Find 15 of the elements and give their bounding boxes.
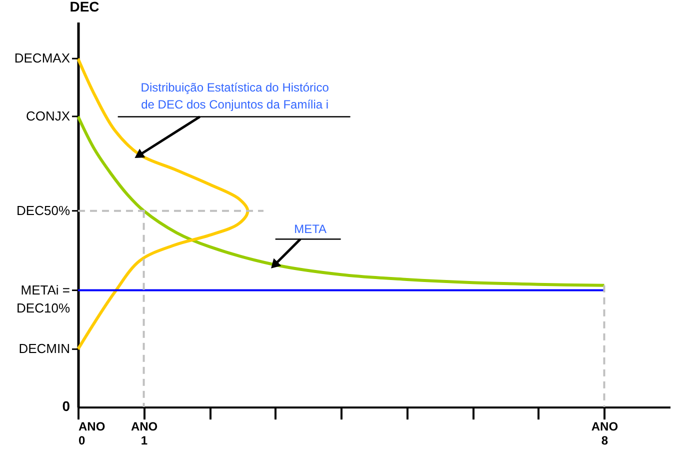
text: ANO xyxy=(130,420,158,434)
annotation: Distribuição Estatística do Histórico de DEC dos Conjuntos da Família i xyxy=(140,80,330,112)
x-tick-label: 8 xyxy=(601,434,608,448)
annotation: CONJX xyxy=(26,108,70,124)
x-tick-label: 1 xyxy=(140,434,148,448)
annotation: DEC50% xyxy=(16,202,70,218)
annotation: METAi = DEC10% xyxy=(16,282,70,316)
text: 0 xyxy=(62,398,70,414)
x-axis-title: ANO xyxy=(78,420,106,434)
annotation: META xyxy=(294,222,327,236)
x-tick-label: 0 xyxy=(78,434,86,448)
annotation: DECMAX xyxy=(14,50,70,66)
text: ANO xyxy=(591,420,618,434)
annotation: DECMIN xyxy=(18,341,70,356)
y-axis-title: DEC xyxy=(70,0,100,14)
